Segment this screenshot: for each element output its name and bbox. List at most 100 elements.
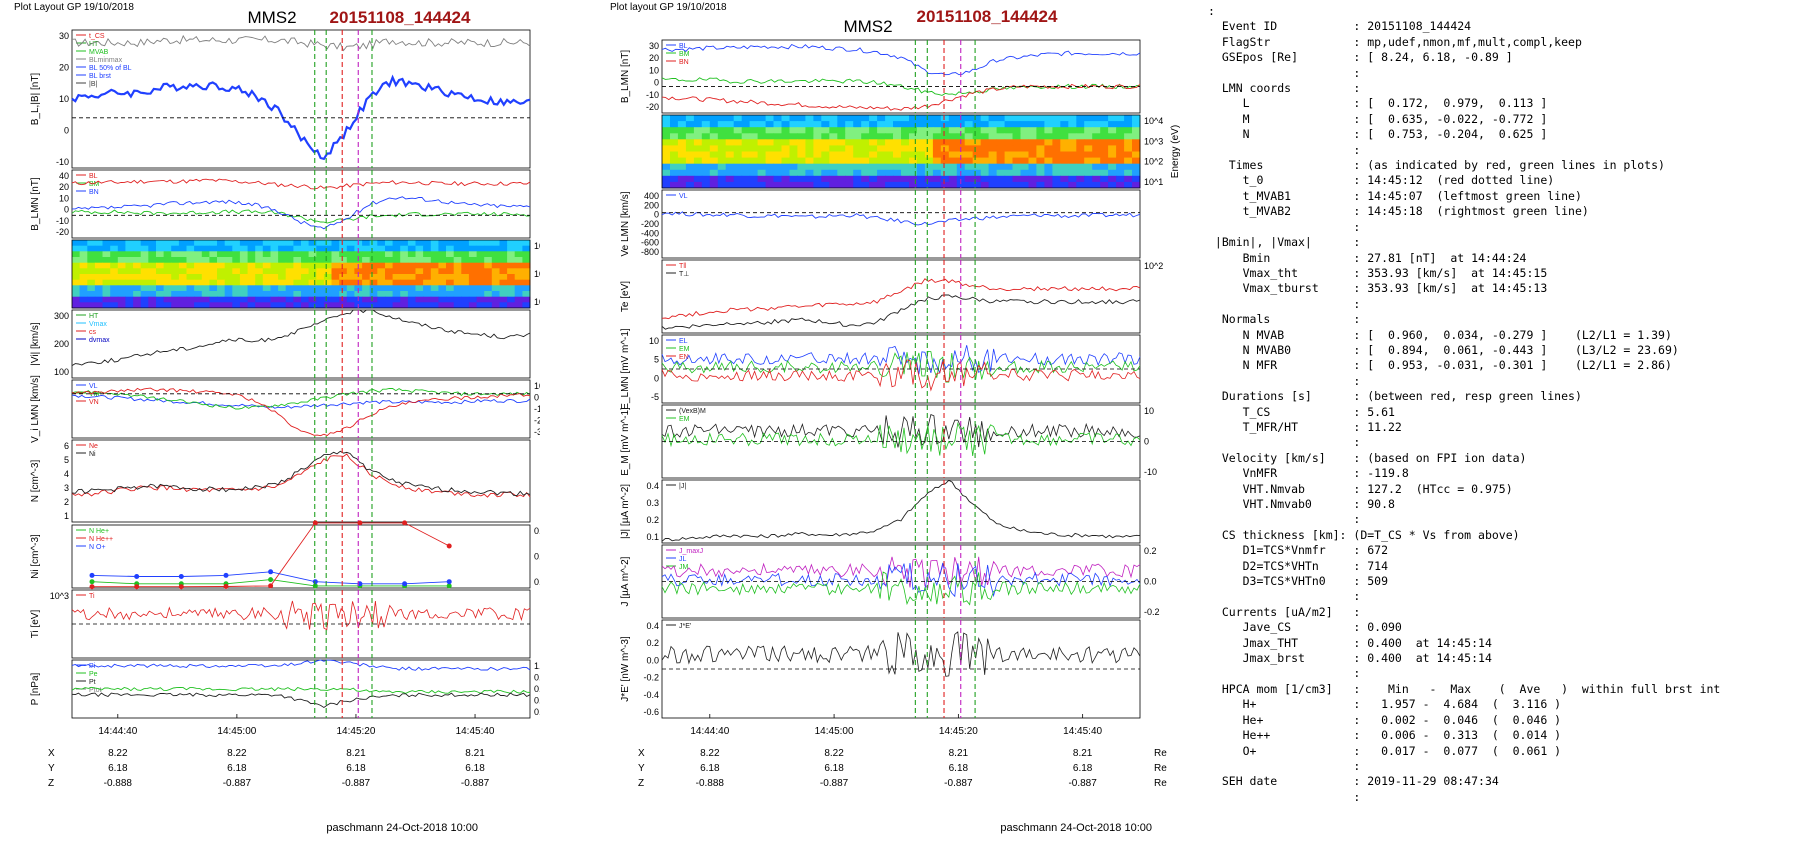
spectrogram-cell xyxy=(102,240,111,247)
info-line: N MVAB : [ 0.960, 0.034, -0.279 ] (L2/L1… xyxy=(1208,327,1672,342)
spectrogram-cell xyxy=(1060,133,1069,140)
spectrogram-cell xyxy=(733,169,743,177)
spectrogram-cell xyxy=(813,139,822,146)
y-tick-label: -0.2 xyxy=(643,673,659,683)
spectrogram-cell xyxy=(1116,157,1125,165)
spectrogram-cell xyxy=(733,181,743,189)
spectrogram-cell xyxy=(354,274,363,281)
info-line: VnMFR : -119.8 xyxy=(1208,466,1409,481)
series-line xyxy=(71,692,531,709)
panel-6: E_M [mV m^-1] 100-10(VexB)MEM xyxy=(620,404,1157,479)
panel-frame xyxy=(71,309,531,379)
y-tick-label: 6 xyxy=(64,441,69,451)
spectrogram-cell xyxy=(522,291,531,298)
spectrogram-cell xyxy=(278,251,287,258)
spectrogram-cell xyxy=(316,268,325,275)
spectrogram-cell xyxy=(453,302,462,309)
spectrogram-cell xyxy=(453,262,462,269)
spectrogram-cell xyxy=(677,181,687,189)
spectrogram-cell xyxy=(996,121,1006,128)
spectrogram-cell xyxy=(461,291,470,298)
spectrogram-cell xyxy=(148,257,157,264)
spectrogram-cell xyxy=(1132,133,1141,140)
coord-value: -0.887 xyxy=(820,778,849,789)
spectrogram-cell xyxy=(323,296,332,303)
spectrogram-cell xyxy=(255,279,264,286)
spectrogram-cell xyxy=(709,127,719,134)
spectrogram-cell xyxy=(964,115,974,122)
info-line: M : [ 0.635, -0.022, -0.772 ] xyxy=(1208,111,1548,126)
spectrogram-cell xyxy=(262,251,271,258)
spectrogram-cell xyxy=(924,157,934,165)
spectrogram-cell xyxy=(956,133,966,140)
spectrogram-cell xyxy=(1108,151,1117,159)
y-tick-label: 0 xyxy=(654,78,659,88)
spectrogram-cell xyxy=(484,302,493,309)
spectrogram-cell xyxy=(278,285,287,292)
spectrogram-cell xyxy=(102,257,111,264)
spectrogram-cell xyxy=(400,274,409,281)
spectrogram-cell xyxy=(430,291,439,298)
spectrogram-cell xyxy=(1004,163,1014,171)
spectrogram-cell xyxy=(140,302,149,309)
spectrogram-cell xyxy=(423,274,432,281)
spectrogram-cell xyxy=(247,274,256,281)
spectrogram-cell xyxy=(377,274,386,281)
spectrogram-cell xyxy=(1044,151,1053,159)
spectrogram-cell xyxy=(861,169,870,177)
spectrogram-cell xyxy=(677,175,687,183)
spectrogram-cell xyxy=(893,127,902,134)
info-line: : xyxy=(1208,589,1361,604)
spectrogram-cell xyxy=(468,274,477,281)
spectrogram-cell xyxy=(869,157,878,165)
spectrogram-cell xyxy=(781,163,790,171)
spectrogram-cell xyxy=(331,240,340,247)
spectrogram-cell xyxy=(423,296,432,303)
spectrogram-cell xyxy=(232,291,241,298)
spectrogram-cell xyxy=(331,285,340,292)
spectrogram-cell xyxy=(270,262,279,269)
spectrogram-cell xyxy=(677,163,687,171)
spectrogram-cell xyxy=(377,296,386,303)
spectrogram-cell xyxy=(476,285,485,292)
spectrogram-cell xyxy=(1052,127,1061,134)
spectrogram-cell xyxy=(789,115,798,122)
series-line xyxy=(661,83,1141,111)
spectrogram-cell xyxy=(749,139,759,146)
spectrogram-cell xyxy=(522,251,531,258)
spectrogram-cell xyxy=(940,157,950,165)
spectrogram-cell xyxy=(1124,157,1133,165)
spectrogram-cell xyxy=(1060,157,1069,165)
spectrogram-cell xyxy=(972,115,982,122)
spectrogram-cell xyxy=(102,285,111,292)
spectrogram-cell xyxy=(1108,115,1117,122)
spectrogram-cell xyxy=(491,285,500,292)
spectrogram-cell xyxy=(163,240,172,247)
spectrogram-cell xyxy=(1044,175,1053,183)
info-line: HPCA mom [1/cm3] : Min - Max ( Ave ) wit… xyxy=(1208,681,1721,696)
spectrogram-cell xyxy=(156,285,165,292)
spectrogram-cell xyxy=(133,285,142,292)
spectrogram-cell xyxy=(709,151,719,159)
spectrogram-cell xyxy=(102,291,111,298)
info-line: D3=TCS*VHTn0 : 509 xyxy=(1208,574,1389,589)
spectrogram-cell xyxy=(461,302,470,309)
info-line: : xyxy=(1208,789,1361,804)
spectrogram-cell xyxy=(156,274,165,281)
spectrogram-cell xyxy=(201,268,210,275)
spectrogram-cell xyxy=(1020,151,1029,159)
legend-label: Ptot xyxy=(89,687,102,694)
spectrogram-cell xyxy=(885,121,894,128)
spectrogram-cell xyxy=(407,268,416,275)
spectrogram-cell xyxy=(171,240,180,247)
spectrogram-cell xyxy=(461,262,470,269)
spectrogram-cell xyxy=(194,240,203,247)
y-tick-label: 0 xyxy=(1144,437,1149,447)
legend-label: JM xyxy=(679,564,689,571)
panel-ylabel: P [nPa] xyxy=(30,672,41,705)
spectrogram-cell xyxy=(1124,139,1133,146)
spectrogram-cell xyxy=(446,245,455,252)
spectrogram-cell xyxy=(662,121,671,128)
